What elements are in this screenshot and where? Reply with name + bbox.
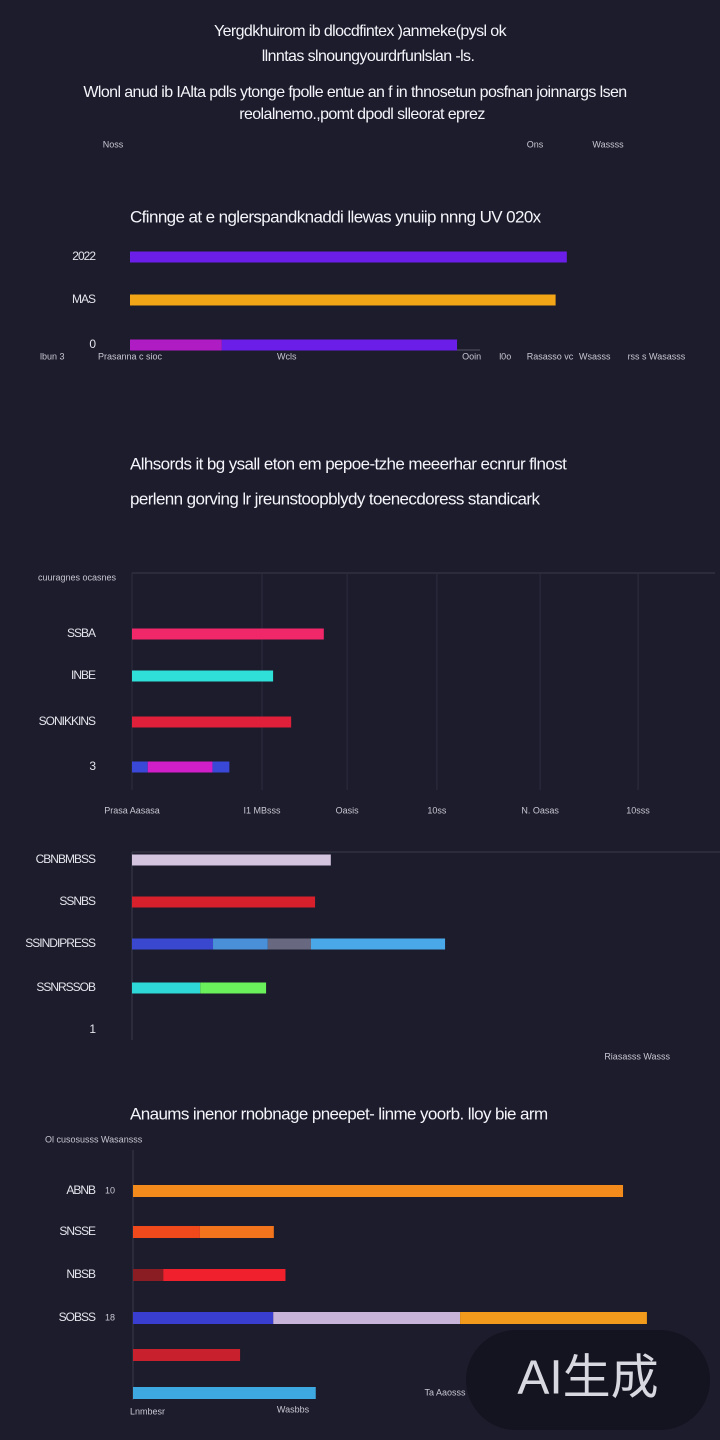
y-tick-label: SSNRSSOB: [36, 980, 96, 994]
y-tick-label: SNSSE: [59, 1224, 96, 1238]
x-tick-label: Prasa Aasasa: [104, 805, 160, 815]
y-tick-label: SSNBS: [59, 894, 96, 908]
x-tick-label: Rasasso vc: [527, 351, 574, 361]
bar-segment: [130, 339, 222, 351]
bar-segment: [132, 938, 214, 950]
x-tick-label: 10ss: [427, 805, 447, 815]
y-tick-label: SOBSS: [59, 1310, 96, 1324]
bar-segment: [132, 854, 331, 866]
watermark: AI生成: [517, 1352, 658, 1405]
bar-segment: [212, 761, 230, 773]
x-tick-label: N. Oasas: [521, 805, 559, 815]
bar-segment: [132, 896, 316, 908]
x-axis-label: Riasasss Wasss: [604, 1051, 670, 1061]
bar-segment: [132, 761, 148, 773]
header-title: llnntas slnoungyourdrfunlslan -ls.: [262, 48, 475, 65]
x-tick-label: rss s Wasasss: [628, 351, 686, 361]
x-tick-label: 10sss: [626, 805, 650, 815]
y-axis-label: Ol cusosusss Wasansss: [45, 1134, 143, 1144]
y-tick-label: 2022: [72, 249, 96, 263]
header-subtitle: Wlonl anud ib IAlta pdls ytonge fpolle e…: [83, 84, 626, 101]
bar-segment: [132, 670, 274, 682]
bar-segment: [147, 761, 213, 773]
y-tick-label: SSINDIPRESS: [25, 936, 96, 950]
y-tick-label: SSBA: [67, 626, 96, 640]
bar-segment: [133, 1349, 241, 1361]
bar-segment: [133, 1312, 274, 1324]
bar-segment: [310, 938, 446, 950]
bar-segment: [213, 938, 268, 950]
bar-segment: [133, 1269, 164, 1281]
x-tick-label: Oasis: [336, 805, 360, 815]
bar-segment: [132, 982, 201, 994]
y-tick-label: SONIKKINS: [39, 714, 96, 728]
x-axis-label: lbun 3: [40, 351, 65, 361]
bar-segment: [267, 938, 311, 950]
bar-segment: [132, 716, 292, 728]
bar-segment: [460, 1312, 647, 1324]
bar-segment: [133, 1226, 200, 1238]
y-tick-label: 0: [89, 337, 96, 351]
chart-title: perlenn gorving lr jreunstoopblydy toene…: [130, 489, 540, 508]
annotation: 18: [105, 1312, 115, 1322]
header-title: Yergdkhuirom ib dlocdfintex )anmeke(pysl…: [214, 23, 508, 40]
watermark-badge: [466, 1330, 710, 1430]
bar-segment: [130, 294, 556, 306]
chart-title: Alhsords it bg ysall eton em pepoe-tzhe …: [130, 454, 567, 473]
annotation: Ta Aaosss: [424, 1387, 466, 1397]
header-subtitle: reolalnemo.,pomt dpodl slleorat eprez: [239, 106, 485, 123]
header-label: Wassss: [592, 139, 624, 149]
x-tick-label: Wsasss: [579, 351, 611, 361]
chart-title: Cfinnge at e nglerspandknaddi llewas ynu…: [130, 207, 542, 226]
y-tick-label: CBNBMBSS: [36, 852, 96, 866]
y-tick-label: ABNB: [66, 1183, 96, 1197]
bar-segment: [200, 982, 267, 994]
chart-title: Anaums inenor rnobnage pneepet- linme yo…: [130, 1104, 548, 1123]
y-tick-label: 3: [89, 759, 96, 773]
bar-segment: [273, 1312, 461, 1324]
y-tick-label: NBSB: [66, 1267, 96, 1281]
bar-segment: [132, 628, 324, 640]
bar-segment: [163, 1269, 286, 1281]
y-tick-label: 1: [89, 1022, 96, 1036]
bar-segment: [130, 251, 567, 263]
x-tick-label: l0o: [499, 351, 511, 361]
x-tick-label: Prasanna c sioc: [98, 351, 163, 361]
x-axis-label: Lnmbesr: [130, 1406, 165, 1416]
y-axis-label: cuuragnes ocasnes: [38, 572, 117, 582]
bar-segment: [199, 1226, 274, 1238]
x-tick-label: Wcls: [277, 351, 297, 361]
header-label: Noss: [103, 139, 124, 149]
y-tick-label: MAS: [72, 292, 96, 306]
header-label: Ons: [527, 139, 544, 149]
x-tick-label: Ooin: [462, 351, 481, 361]
annotation: Wasbbs: [277, 1404, 310, 1414]
bar-segment: [133, 1387, 316, 1399]
x-tick-label: I1 MBsss: [244, 805, 282, 815]
annotation: 10: [105, 1185, 115, 1195]
bar-segment: [133, 1185, 624, 1197]
y-tick-label: INBE: [71, 668, 96, 682]
bar-segment: [221, 339, 458, 351]
